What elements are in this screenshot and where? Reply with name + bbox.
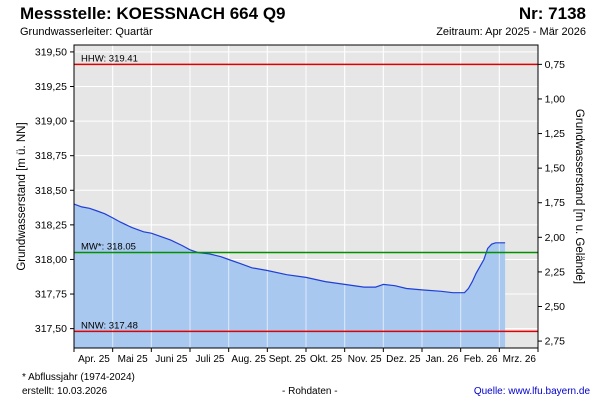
x-tick-label: Mrz. 26 (503, 354, 537, 365)
x-tick-label: Feb. 26 (464, 354, 498, 365)
groundwater-line (73, 203, 506, 294)
right-tick-label: 1,50 (545, 163, 566, 175)
period-label: Zeitraum: Apr 2025 - Mär 2026 (436, 26, 586, 38)
y-tick-label: 318,50 (35, 185, 67, 197)
footnote: * Abflussjahr (1974-2024) (22, 372, 135, 383)
x-tick-label: Jan. 26 (426, 354, 459, 365)
y-tick-label: 318,75 (35, 150, 67, 162)
x-tick-label: Juni 25 (155, 354, 188, 365)
created-date: erstellt: 10.03.2026 (22, 386, 108, 397)
groundwater-area (74, 204, 506, 348)
x-tick-label: Sept. 25 (269, 354, 307, 365)
source-link[interactable]: Quelle: www.lfu.bayern.de (473, 386, 590, 397)
right-tick-label: 0,75 (545, 59, 566, 71)
x-tick-label: Dez. 25 (386, 354, 421, 365)
aquifer-label: Grundwasserleiter: Quartär (20, 26, 153, 38)
station-number: Nr: 7138 (518, 4, 586, 23)
right-tick-label: 1,75 (545, 197, 566, 209)
raw-data-label: - Rohdaten - (282, 386, 338, 397)
x-tick-label: Nov. 25 (348, 354, 382, 365)
right-tick-label: 1,25 (545, 128, 566, 140)
y-tick-label: 319,00 (35, 116, 67, 128)
y-tick-label: 318,25 (35, 219, 67, 231)
reference-label-mw: MW*: 318.05 (81, 242, 136, 253)
right-tick-label: 2,50 (545, 301, 566, 313)
y-tick-label: 319,50 (35, 46, 67, 58)
y-axis-label-right: Grundwasserstand [m u. Gelände] (573, 109, 585, 284)
x-tick-label: Okt. 25 (310, 354, 343, 365)
y-tick-label: 317,75 (35, 289, 67, 301)
x-tick-label: Juli 25 (196, 354, 225, 365)
y-tick-label: 317,50 (35, 323, 67, 335)
right-tick-label: 2,25 (545, 266, 566, 278)
page-title: Messstelle: KOESSNACH 664 Q9 (20, 4, 286, 23)
y-tick-label: 319,25 (35, 81, 67, 93)
y-tick-label: 318,00 (35, 254, 67, 266)
reference-label-hhw: HHW: 319.41 (81, 53, 138, 64)
right-tick-label: 1,00 (545, 93, 566, 105)
x-tick-label: Aug. 25 (231, 354, 266, 365)
x-tick-label: Apr. 25 (78, 354, 110, 365)
right-tick-label: 2,75 (545, 336, 566, 348)
right-tick-label: 2,00 (545, 232, 566, 244)
x-tick-label: Mai 25 (118, 354, 148, 365)
y-axis-label: Grundwasserstand [m ü. NN] (16, 122, 28, 270)
reference-label-nnw: NNW: 317.48 (81, 320, 138, 331)
